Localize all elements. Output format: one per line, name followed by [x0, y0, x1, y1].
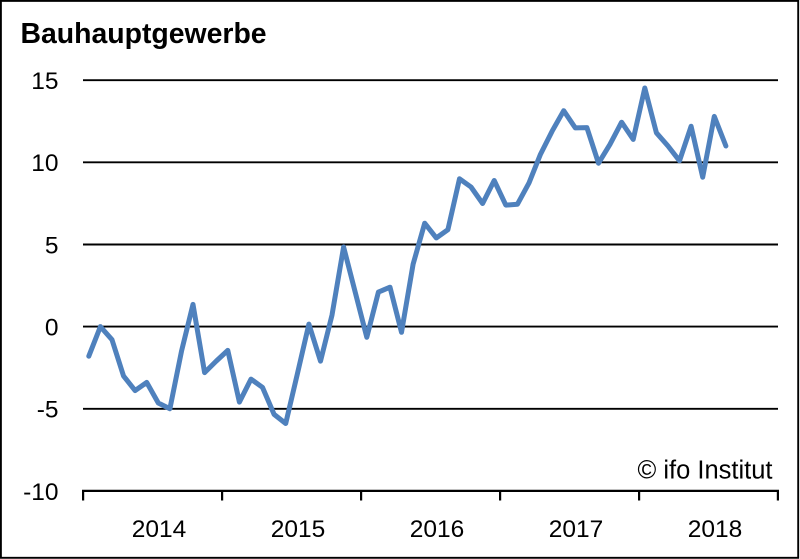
svg-text:0: 0	[45, 315, 59, 342]
svg-text:15: 15	[31, 68, 58, 95]
svg-text:2018: 2018	[688, 516, 743, 543]
svg-text:2017: 2017	[549, 516, 604, 543]
svg-text:2014: 2014	[132, 516, 187, 543]
svg-text:Bauhauptgewerbe: Bauhauptgewerbe	[21, 18, 267, 50]
svg-text:2016: 2016	[410, 516, 465, 543]
svg-text:-10: -10	[23, 479, 58, 506]
svg-text:2015: 2015	[271, 516, 326, 543]
svg-text:© ifo Institut: © ifo Institut	[637, 457, 772, 485]
svg-text:-5: -5	[37, 397, 59, 424]
svg-text:5: 5	[45, 232, 59, 259]
svg-text:10: 10	[31, 150, 58, 177]
